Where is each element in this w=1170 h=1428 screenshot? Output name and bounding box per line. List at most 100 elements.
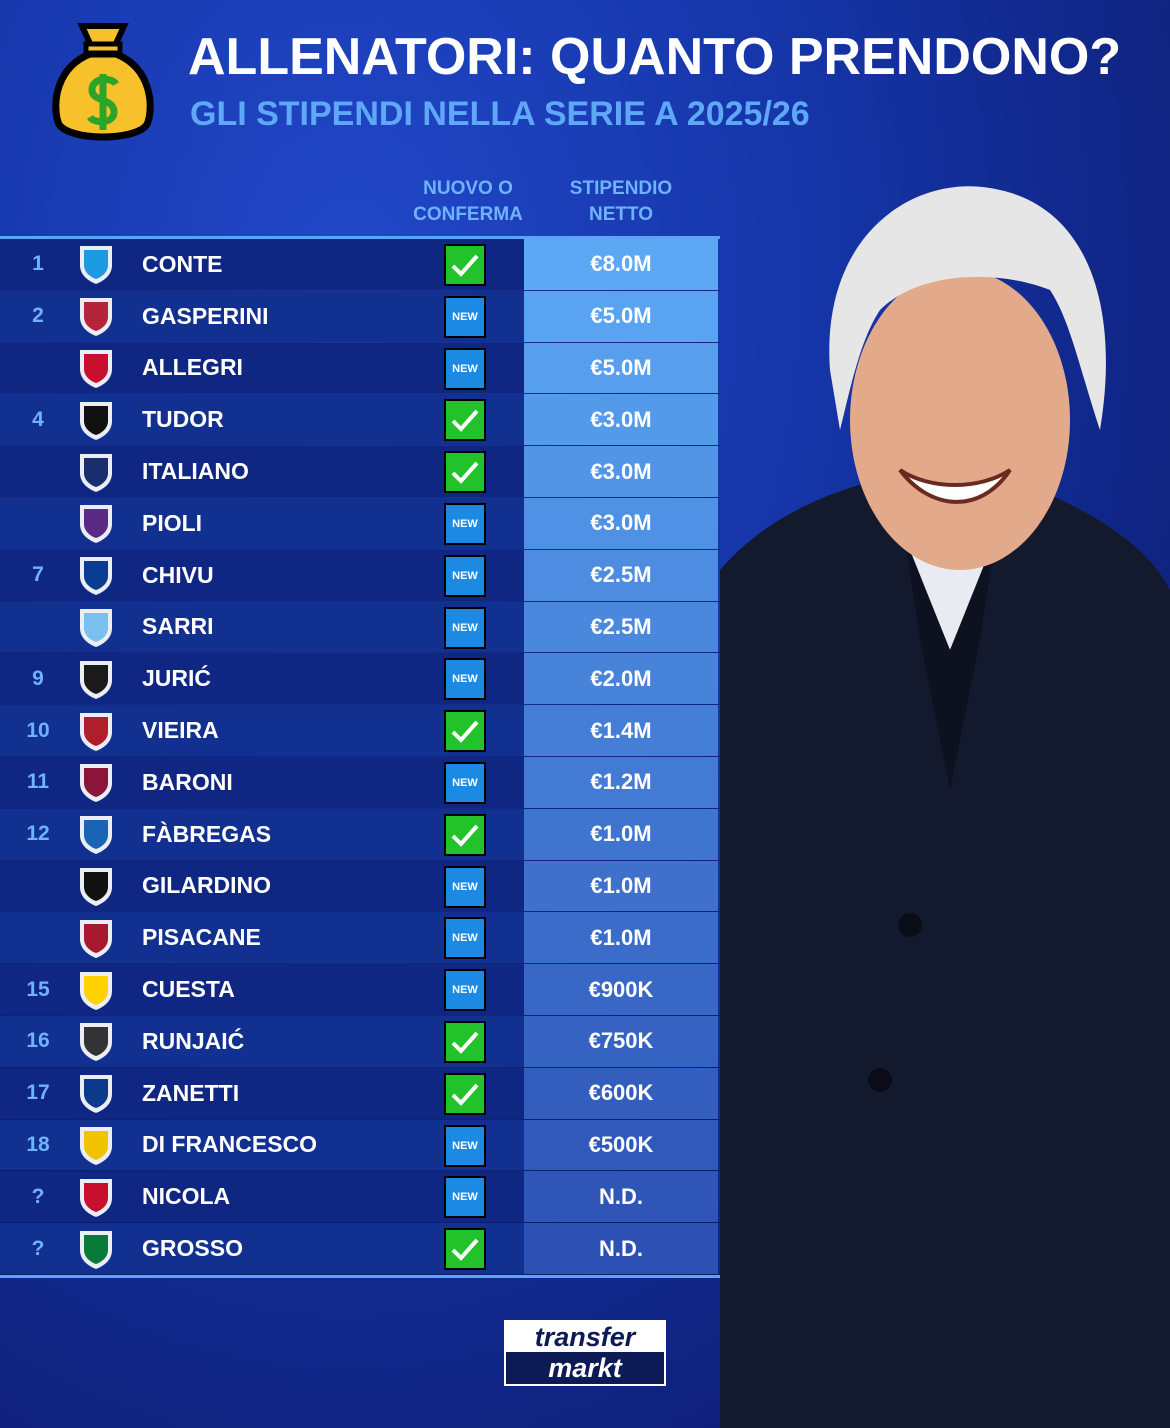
new-badge: NEW — [444, 761, 486, 804]
atalanta-crest-icon — [74, 657, 118, 701]
coach-name: ITALIANO — [142, 458, 249, 485]
cagliari-crest-icon — [74, 916, 118, 960]
new-badge: NEW — [444, 1176, 486, 1219]
rank: 16 — [26, 1029, 50, 1053]
salary: €3.0M — [524, 446, 718, 497]
new-badge: NEW — [444, 295, 486, 338]
salary: €2.5M — [524, 601, 718, 653]
table-row: 18 DI FRANCESCO NEW €500K — [0, 1119, 720, 1172]
logo-line-1: transfer — [506, 1322, 664, 1352]
table-row: GILARDINO NEW €1.0M — [0, 860, 720, 913]
new-badge: NEW — [444, 969, 486, 1012]
new-label: NEW — [452, 517, 478, 530]
napoli-crest-icon — [74, 242, 118, 286]
salary: €900K — [524, 964, 718, 1015]
table-row: 7 CHIVU NEW €2.5M — [0, 549, 720, 602]
cremonese-crest-icon — [74, 1175, 118, 1219]
rank: 17 — [26, 1081, 50, 1105]
salary: €5.0M — [524, 290, 718, 342]
table-row: ITALIANO €3.0M — [0, 446, 720, 498]
salary: €5.0M — [524, 342, 718, 394]
rank: 15 — [26, 977, 50, 1001]
verona-crest-icon — [74, 1071, 118, 1115]
table-row: 2 GASPERINI NEW €5.0M — [0, 290, 720, 343]
rank: ? — [31, 1236, 45, 1260]
salary: €1.2M — [524, 756, 718, 808]
confirmed-check-icon — [444, 399, 486, 442]
new-badge: NEW — [444, 865, 486, 908]
udinese-crest-icon — [74, 1019, 118, 1063]
new-badge: NEW — [444, 658, 486, 701]
milan-crest-icon — [74, 346, 118, 390]
table-row: 12 FÀBREGAS €1.0M — [0, 808, 720, 861]
new-label: NEW — [452, 776, 478, 789]
new-label: NEW — [452, 673, 478, 686]
confirmed-check-icon — [444, 1228, 486, 1271]
coach-name: CHIVU — [142, 561, 214, 588]
rank: 1 — [32, 252, 44, 276]
new-label: NEW — [452, 569, 478, 582]
coach-name: VIEIRA — [142, 717, 219, 744]
confirmed-check-icon — [444, 1072, 486, 1115]
new-label: NEW — [452, 362, 478, 375]
confirmed-check-icon — [444, 244, 486, 286]
coach-name: TUDOR — [142, 406, 224, 433]
parma-crest-icon — [74, 968, 118, 1012]
salary: €2.5M — [524, 549, 718, 601]
rank: ? — [31, 1184, 45, 1208]
table-row: 15 CUESTA NEW €900K — [0, 964, 720, 1016]
coach-name: JURIĆ — [142, 665, 212, 692]
rank: 9 — [32, 666, 44, 690]
money-bag-icon — [52, 23, 154, 141]
column-header-status: NUOVO O CONFERMA — [413, 178, 523, 225]
table-row: 4 TUDOR €3.0M — [0, 394, 720, 447]
coach-name: CONTE — [142, 250, 223, 277]
table-row: ALLEGRI NEW €5.0M — [0, 342, 720, 395]
coach-name: GROSSO — [142, 1235, 243, 1262]
confirmed-check-icon — [444, 710, 486, 753]
rank: 11 — [26, 770, 50, 794]
bologna-crest-icon — [74, 450, 118, 494]
lazio-crest-icon — [74, 605, 118, 649]
lecce-crest-icon — [74, 1123, 118, 1167]
coach-photo — [720, 186, 1170, 1428]
table-row: ? NICOLA NEW N.D. — [0, 1171, 720, 1224]
salary: N.D. — [524, 1223, 718, 1274]
new-label: NEW — [452, 880, 478, 893]
column-header-salary: STIPENDIO NETTO — [569, 178, 673, 225]
new-label: NEW — [452, 1139, 478, 1152]
coach-name: GILARDINO — [142, 872, 272, 899]
table-row: PISACANE NEW €1.0M — [0, 912, 720, 965]
confirmed-check-icon — [444, 813, 486, 856]
coach-name: GASPERINI — [142, 302, 269, 329]
new-badge: NEW — [444, 917, 486, 960]
rank: 18 — [26, 1132, 50, 1156]
sassuolo-crest-icon — [74, 1227, 118, 1271]
coach-name: DI FRANCESCO — [142, 1131, 318, 1158]
como-crest-icon — [74, 812, 118, 856]
salary: €8.0M — [524, 239, 718, 290]
salary: €750K — [524, 1015, 718, 1067]
table-row: 11 BARONI NEW €1.2M — [0, 756, 720, 809]
fiorentina-crest-icon — [74, 501, 118, 545]
salary: €1.4M — [524, 705, 718, 756]
new-badge: NEW — [444, 1124, 486, 1167]
salary: €3.0M — [524, 497, 718, 549]
coach-name: NICOLA — [142, 1183, 231, 1210]
salary: €2.0M — [524, 653, 718, 705]
rank: 10 — [26, 718, 50, 742]
new-label: NEW — [452, 932, 478, 945]
table-row: 16 RUNJAIĆ €750K — [0, 1015, 720, 1068]
pisa-crest-icon — [74, 864, 118, 908]
transfermarkt-logo: transfer markt — [504, 1320, 666, 1386]
roma-crest-icon — [74, 294, 118, 338]
table-row: 17 ZANETTI €600K — [0, 1067, 720, 1120]
rank: 2 — [32, 304, 44, 328]
genoa-crest-icon — [74, 709, 118, 753]
coach-name: CUESTA — [142, 976, 235, 1003]
new-badge: NEW — [444, 502, 486, 545]
salary: €1.0M — [524, 860, 718, 912]
coach-name: PIOLI — [142, 509, 203, 536]
coach-name: RUNJAIĆ — [142, 1027, 245, 1054]
coach-name: SARRI — [142, 613, 214, 640]
